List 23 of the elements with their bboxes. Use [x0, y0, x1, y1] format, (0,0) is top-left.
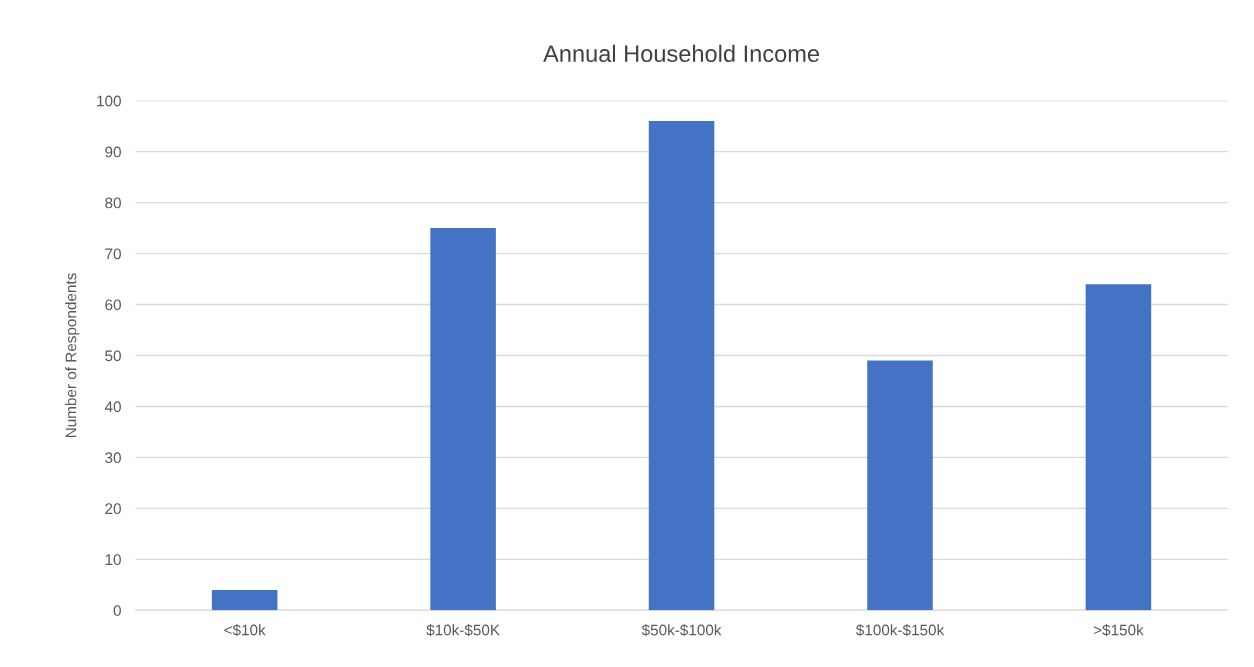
- x-tick-label: >$150k: [1093, 623, 1144, 637]
- x-tick-label: $100k-$150k: [855, 623, 945, 637]
- y-axis-title: Number of Respondents: [65, 273, 80, 438]
- y-tick-label: 40: [104, 401, 121, 413]
- y-tick-label: 90: [105, 146, 121, 158]
- y-tick-label: 50: [105, 350, 121, 362]
- bar: [867, 360, 933, 611]
- y-tick-label: 60: [105, 299, 121, 311]
- chart-title: Annual Household Income: [543, 44, 819, 63]
- y-tick-label: 80: [105, 197, 121, 209]
- bar: [211, 589, 278, 611]
- y-tick-label: 0: [113, 605, 121, 616]
- y-tick-label: 100: [97, 95, 121, 107]
- bar: [1085, 284, 1152, 611]
- y-tick-label: 30: [105, 452, 121, 464]
- bar: [430, 228, 496, 611]
- bar: [648, 121, 715, 611]
- x-tick-label: <$10k: [224, 623, 266, 637]
- y-tick-label: 10: [105, 554, 121, 566]
- y-tick-label: 70: [105, 248, 121, 260]
- x-tick-label: $10k-$50K: [426, 623, 500, 637]
- y-tick-label: 20: [105, 503, 121, 515]
- x-tick-label: $50k-$100k: [641, 623, 722, 637]
